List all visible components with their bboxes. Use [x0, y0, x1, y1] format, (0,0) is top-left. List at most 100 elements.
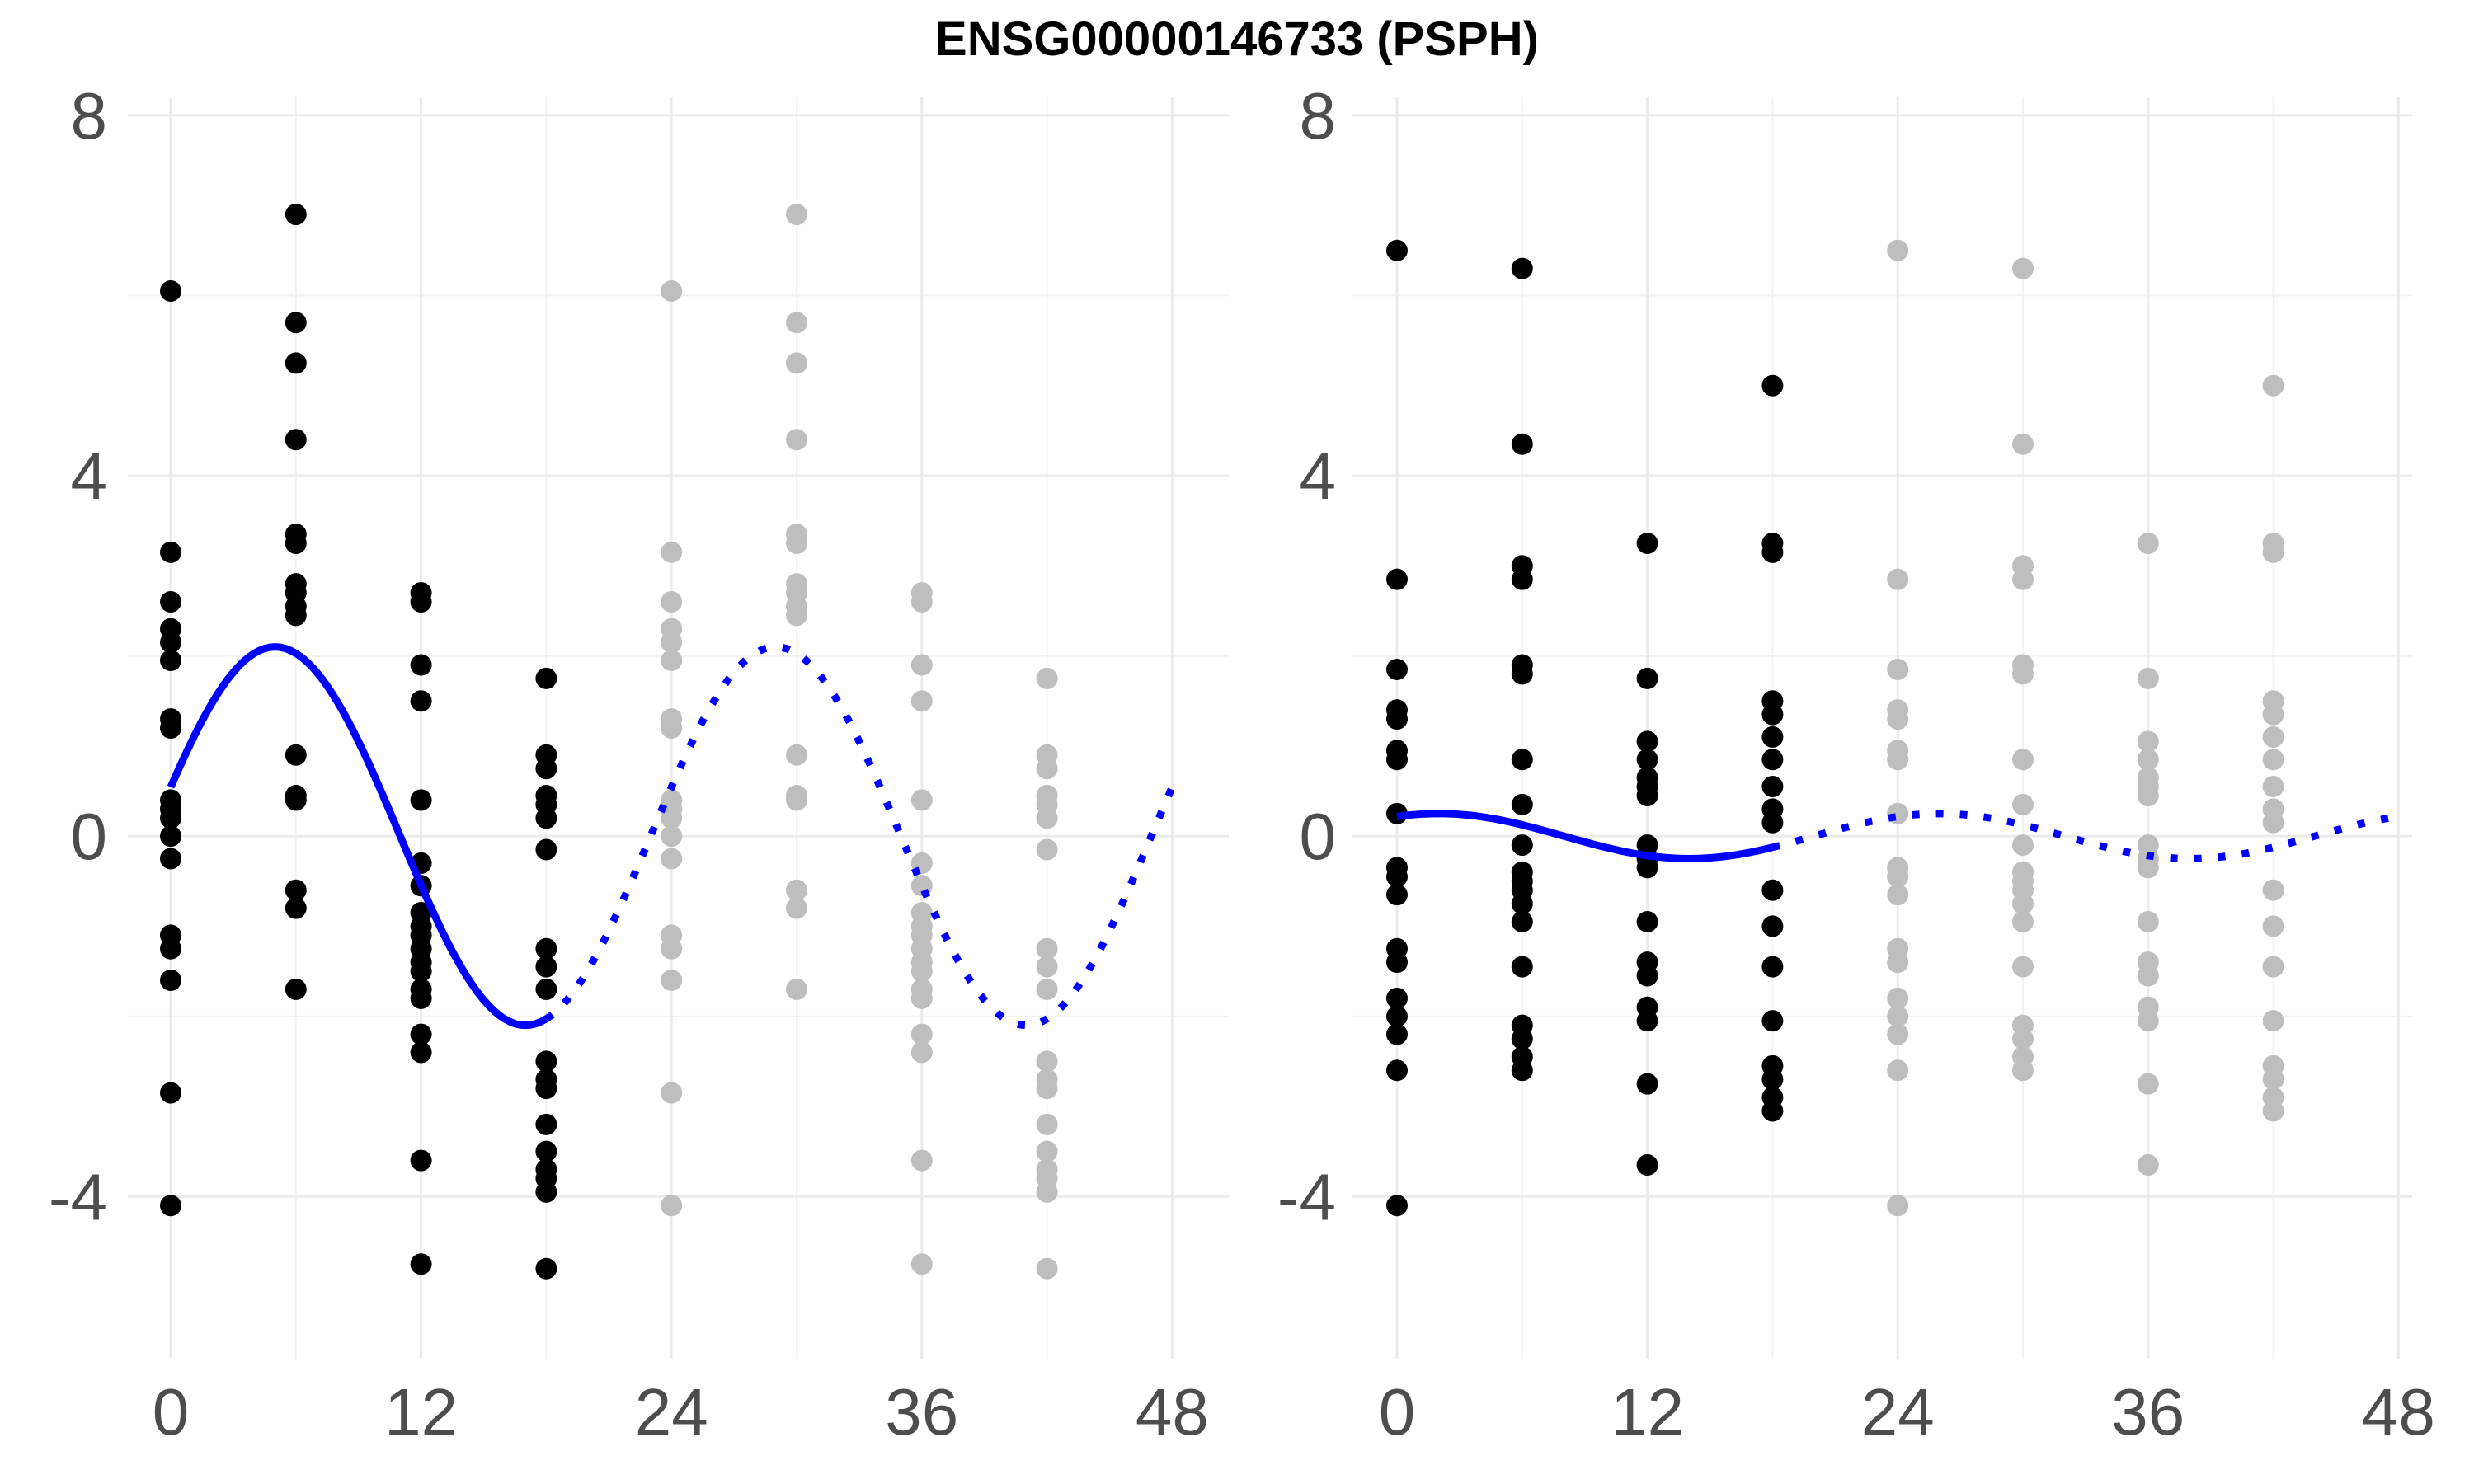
right-fit-line [1396, 810, 1774, 862]
left-replicated-point [786, 789, 807, 811]
left-replicated-point [661, 937, 683, 960]
left-replicated-point [661, 279, 683, 302]
left-data-point [160, 825, 181, 848]
left-data-point [160, 1082, 181, 1104]
left-replicated-point [1036, 1078, 1058, 1100]
right-replicated-point [1887, 1195, 1909, 1217]
left-replicated-point [661, 970, 683, 991]
right-replicated-point [2137, 965, 2159, 987]
left-data-point [410, 1023, 432, 1045]
right-replicated-point [2012, 1028, 2034, 1050]
left-replicated-point [661, 717, 683, 739]
right-data-point [1636, 910, 1658, 932]
right-replicated-point [2012, 568, 2034, 590]
left-replicated-point [910, 987, 933, 1009]
left-replicated-point [910, 789, 933, 811]
left-data-point [160, 541, 181, 563]
left-data-point [535, 807, 557, 829]
right-replicated-point [2262, 811, 2284, 834]
right-data-point [1386, 239, 1408, 261]
right-data-point [1386, 884, 1408, 906]
left-replicated-point [786, 429, 807, 451]
left-data-point [535, 1113, 557, 1135]
right-replicated-point [1887, 866, 1909, 888]
left-data-point [160, 650, 181, 672]
left-data-point [535, 667, 557, 689]
left-data-point [285, 789, 307, 811]
left-data-point [410, 1041, 432, 1064]
left-data-point [535, 758, 557, 780]
left-replicated-point [661, 541, 683, 563]
right-replicated-point [2012, 834, 2034, 857]
right-data-point [1636, 1154, 1658, 1176]
right-data-point [1636, 532, 1658, 554]
right-data-point [1636, 1073, 1658, 1095]
left-data-point [535, 937, 557, 960]
right-replicated-point [1887, 749, 1909, 771]
left-replicated-point [910, 1041, 933, 1064]
right-replicated-point [2262, 374, 2284, 397]
left-data-point [160, 1195, 181, 1217]
left-data-point [410, 987, 432, 1009]
right-x-tick-label: 36 [2111, 1375, 2185, 1449]
right-data-point [1636, 1010, 1658, 1032]
right-replicated-point [2012, 663, 2034, 685]
left-data-point [285, 604, 307, 627]
right-replicated-point [2262, 726, 2284, 748]
right-replicated-point [2012, 893, 2034, 915]
left-data-point [535, 978, 557, 1000]
right-replicated-point [1887, 568, 1909, 590]
right-data-point [1386, 987, 1408, 1009]
right-replicated-point [2262, 879, 2284, 901]
left-x-tick-label: 24 [635, 1375, 708, 1449]
left-data-point [410, 690, 432, 712]
right-data-point [1511, 663, 1533, 685]
left-data-point [535, 1181, 557, 1203]
right-data-point [1761, 956, 1784, 978]
right-replicated-point [2262, 776, 2284, 798]
left-replicated-point [1036, 1113, 1058, 1135]
left-x-tick-label: 12 [384, 1375, 458, 1449]
right-data-point [1511, 793, 1533, 815]
left-data-point [160, 807, 181, 829]
right-data-point [1511, 257, 1533, 279]
left-data-point [410, 1253, 432, 1275]
right-data-point [1511, 893, 1533, 915]
right-replicated-point [2012, 433, 2034, 455]
left-replicated-point [1036, 667, 1058, 689]
left-y-tick-label: 4 [71, 439, 108, 513]
right-replicated-point [1887, 239, 1909, 261]
right-replicated-point [2137, 1073, 2159, 1095]
left-replicated-point [786, 978, 807, 1000]
right-data-point [1761, 749, 1784, 771]
right-replicated-point [2137, 1154, 2159, 1176]
right-replicated-point [2137, 1010, 2159, 1032]
right-y-tick-label: 8 [1300, 79, 1337, 153]
right-replicated-point [2137, 910, 2159, 932]
left-data-point [535, 838, 557, 861]
left-replicated-point [1036, 956, 1058, 978]
right-data-point [1761, 703, 1784, 726]
left-replicated-point [786, 879, 807, 901]
right-data-point [1511, 834, 1533, 857]
left-data-point [285, 879, 307, 901]
right-replicated-point [2012, 749, 2034, 771]
left-replicated-point [661, 650, 683, 672]
left-replicated-point [1036, 1181, 1058, 1203]
right-data-point [1761, 879, 1784, 901]
left-replicated-point [910, 960, 933, 983]
right-data-point [1761, 374, 1784, 397]
left-data-point [160, 848, 181, 870]
left-data-point [535, 956, 557, 978]
left-data-point [285, 978, 307, 1000]
right-data-point [1511, 956, 1533, 978]
right-replicated-point [2137, 730, 2159, 753]
left-data-point [410, 960, 432, 983]
right-replicated-point [2262, 1010, 2284, 1032]
right-y-tick-label: -4 [1277, 1160, 1336, 1233]
right-data-point [1511, 1028, 1533, 1050]
left-replicated-point [661, 807, 683, 829]
left-replicated-point [910, 1149, 933, 1172]
right-data-point [1636, 749, 1658, 771]
left-replicated-point [1036, 758, 1058, 780]
